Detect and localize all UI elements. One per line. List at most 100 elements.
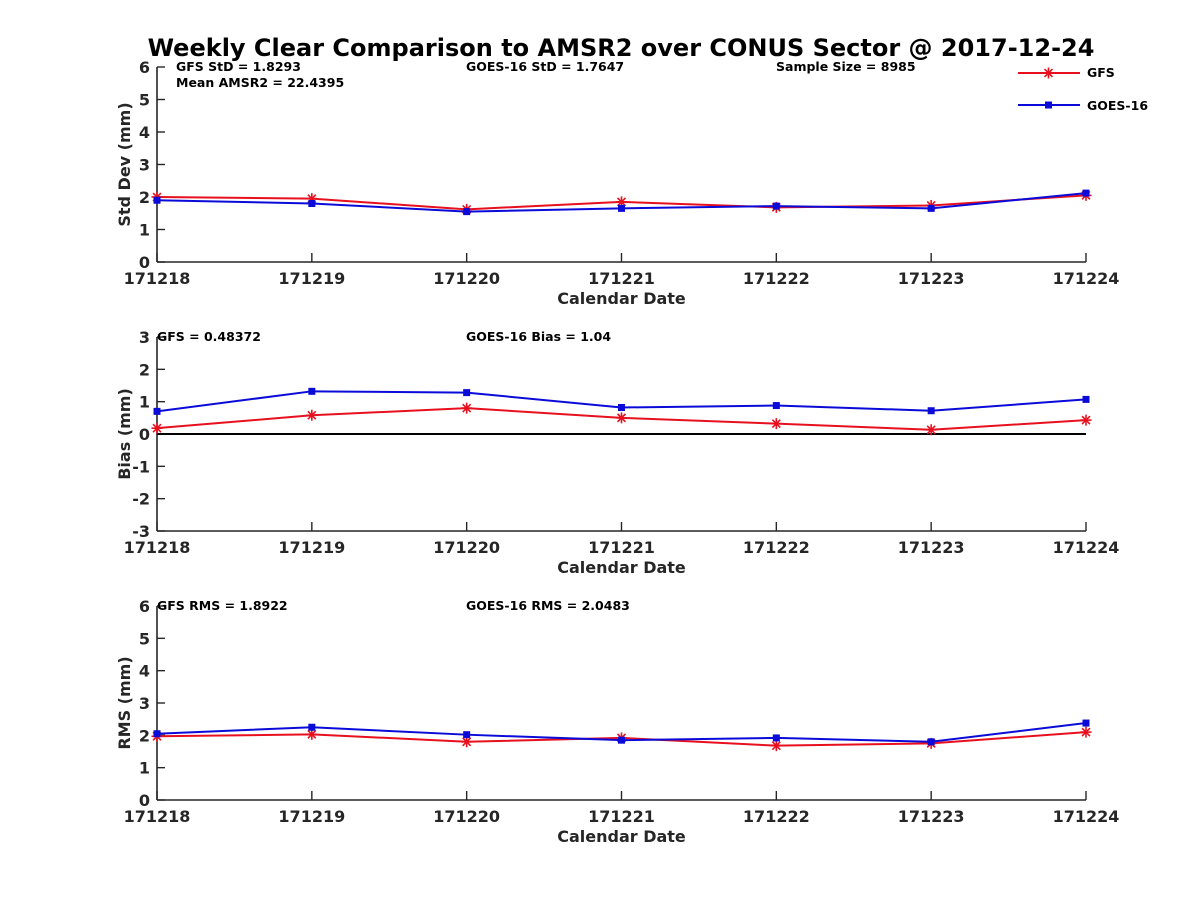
x-tick-label: 171221 [588,807,655,826]
stat-annotation: GFS = 0.48372 [157,329,261,344]
stat-annotation: GFS RMS = 1.8922 [157,598,288,613]
data-point-gfs-d2 [462,737,472,747]
y-tick-label: 4 [139,123,150,142]
x-tick-label: 171218 [124,538,191,557]
data-point-goes16 [927,407,935,415]
data-point-goes16 [927,204,935,212]
data-point-goes16 [772,202,780,210]
panel-rms: 0 1 2 3 4 5 6 171218 171219 171220 171221 171222 171… [115,597,1119,846]
data-point-goes16 [153,407,161,415]
x-tick-label: 171221 [588,538,655,557]
x-axis-label: Calendar Date [557,558,686,577]
x-axis-label: Calendar Date [557,289,686,308]
series-goes16 [153,189,1090,216]
x-axis-label: Calendar Date [557,827,686,846]
data-point-gfs-d2 [926,425,936,435]
x-tick-label: 171220 [433,538,500,557]
data-point-gfs-d2 [771,419,781,429]
data-point-goes16 [308,200,316,207]
legend-gfs-label: GFS [1087,65,1115,80]
x-tick-label: 171221 [588,269,655,288]
stat-annotation: GFS StD = 1.8293 [176,59,301,74]
y-tick-label: 3 [139,328,150,347]
data-point-goes16 [463,208,471,216]
data-point-gfs [1080,414,1092,426]
chart-title: Weekly Clear Comparison to AMSR2 over CO… [148,34,1095,62]
x-tick-label: 171220 [433,807,500,826]
panel-bias: -3 -2 -1 0 1 2 3 171218 171219 171220 171221 171222… [115,328,1119,577]
data-point-gfs [461,402,473,414]
x-tick-label: 171223 [898,538,965,557]
data-point-gfs-d2 [616,197,627,207]
data-point-gfs [925,424,937,436]
data-point-gfs-d2 [307,410,317,420]
data-point-goes16 [772,402,780,410]
x-tick-label: 171222 [743,269,810,288]
data-point-gfs-d2 [307,729,317,739]
stat-annotation: GOES-16 StD = 1.7647 [466,59,624,74]
x-tick-label: 171223 [898,269,965,288]
y-axis-label: RMS (mm) [115,656,134,749]
x-tick-label: 171222 [743,807,810,826]
data-point-gfs-d2 [152,423,162,433]
y-tick-label: 5 [139,629,150,648]
data-point-goes16 [618,403,625,411]
data-point-goes16 [463,731,471,739]
data-point-gfs [770,418,782,430]
data-point-gfs-d2 [1081,727,1091,737]
data-point-gfs-d2 [616,413,627,423]
panel-std-dev: 0 1 2 3 4 5 6 171218 171219 171220 171221 171222 171… [115,58,1119,308]
x-tick-label: 171220 [433,269,500,288]
data-point-gfs [151,422,163,434]
data-point-goes16 [1082,719,1090,727]
y-tick-label: 2 [139,360,150,379]
y-tick-label: -1 [132,457,150,476]
data-point-goes16 [927,738,935,746]
legend-goes16-marker [1045,101,1052,109]
y-tick-label: -3 [132,522,150,541]
y-tick-label: 5 [139,91,150,110]
data-point-gfs-d2 [462,403,472,413]
x-tick-label: 171222 [743,538,810,557]
legend-gfs-asterisk [1043,67,1054,79]
series-goes16 [153,387,1090,415]
x-tick-label: 171224 [1053,807,1120,826]
data-point-gfs-d2 [771,741,781,751]
data-point-goes16 [463,389,471,397]
y-tick-label: 2 [139,188,150,207]
x-tick-label: 171223 [898,807,965,826]
y-tick-label: 1 [139,221,150,240]
x-tick-label: 171219 [278,538,345,557]
x-tick-label: 171224 [1053,538,1120,557]
stat-annotation: Sample Size = 8985 [776,59,916,74]
y-tick-label: 6 [139,58,150,77]
stat-annotation: Mean AMSR2 = 22.4395 [176,75,344,90]
data-point-goes16 [153,730,161,738]
y-axis-label: Std Dev (mm) [115,102,134,226]
y-axis-label: Bias (mm) [115,388,134,480]
data-point-goes16 [772,734,780,742]
data-point-gfs [1080,726,1092,738]
legend-gfs-marker [1043,67,1054,79]
y-tick-label: 0 [139,425,150,444]
data-point-goes16 [308,387,316,395]
x-tick-label: 171224 [1053,269,1120,288]
data-point-gfs [616,412,627,424]
data-point-gfs [616,196,627,208]
data-point-gfs-d2 [1081,415,1091,425]
y-tick-label: 4 [139,662,150,681]
y-tick-label: 1 [139,393,150,412]
y-tick-label: 3 [139,694,150,713]
data-point-goes16 [618,204,625,212]
x-tick-label: 171218 [124,269,191,288]
data-point-goes16 [1082,395,1090,403]
series-gfs [151,402,1092,436]
legend: GFS GOES-16 [1018,65,1148,113]
series-goes16 [153,719,1090,746]
x-tick-label: 171218 [124,807,191,826]
y-tick-label: 3 [139,156,150,175]
y-tick-label: 1 [139,759,150,778]
x-tick-label: 171219 [278,269,345,288]
stat-annotation: GOES-16 RMS = 2.0483 [466,598,630,613]
